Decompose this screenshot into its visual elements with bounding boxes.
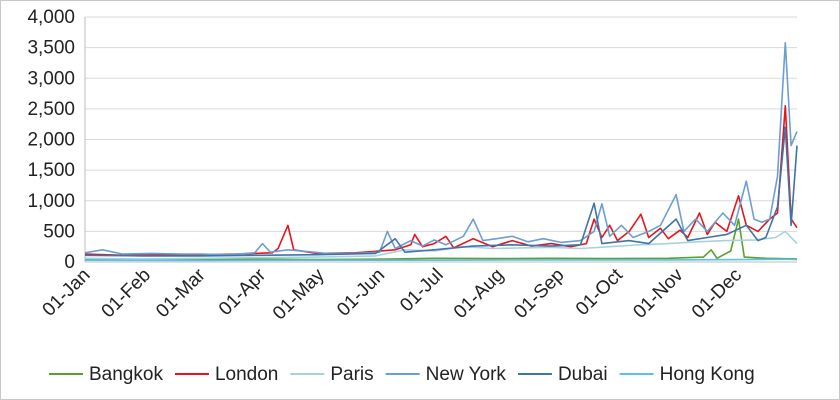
x-tick-label: 01-Aug: [450, 265, 508, 323]
y-tick-label: 2,500: [27, 99, 75, 120]
legend-label: Paris: [330, 364, 373, 385]
series-line-hong-kong: [84, 258, 798, 262]
y-tick-label: 4,000: [27, 7, 75, 28]
series-line-dubai: [84, 126, 798, 257]
series-lines: [84, 41, 798, 262]
series-line-paris: [84, 230, 798, 260]
series-line-new-york: [84, 41, 798, 256]
x-tick-label: 01-Dec: [688, 265, 746, 323]
legend-label: New York: [426, 364, 507, 385]
y-axis-ticks: 0 500 1,000 1,500 2,000 2,500 3,000 3,500 4,000: [27, 7, 75, 273]
legend: Bangkok London Paris New York Dubai Hong Kong: [49, 364, 755, 385]
y-tick-label: 3,000: [27, 68, 75, 89]
x-tick-label: 01-Nov: [629, 264, 688, 323]
x-tick-label: 01-Feb: [98, 265, 155, 322]
legend-label: Dubai: [558, 364, 608, 385]
y-tick-label: 1,500: [27, 160, 75, 181]
x-tick-label: 01-Mar: [152, 264, 210, 322]
y-tick-label: 1,000: [27, 191, 75, 212]
y-tick-label: 2,000: [27, 130, 75, 151]
x-tick-label: 01-May: [269, 264, 329, 324]
x-tick-label: 01-Oct: [572, 264, 628, 320]
x-tick-label: 01-Jun: [333, 265, 389, 321]
series-line-london: [84, 105, 798, 257]
y-tick-label: 0: [64, 252, 75, 273]
gridlines: [84, 16, 797, 263]
x-tick-label: 01-Sep: [510, 265, 568, 323]
x-tick-label: 01-Apr: [215, 264, 271, 320]
x-tick-label: 01-Jan: [39, 265, 95, 321]
legend-label: Hong Kong: [660, 364, 755, 385]
x-tick-label: 01-Jul: [396, 265, 447, 316]
series-line-bangkok: [84, 218, 798, 261]
legend-label: Bangkok: [89, 364, 163, 385]
legend-label: London: [215, 364, 278, 385]
y-tick-label: 500: [43, 221, 75, 242]
y-tick-label: 3,500: [27, 38, 75, 59]
